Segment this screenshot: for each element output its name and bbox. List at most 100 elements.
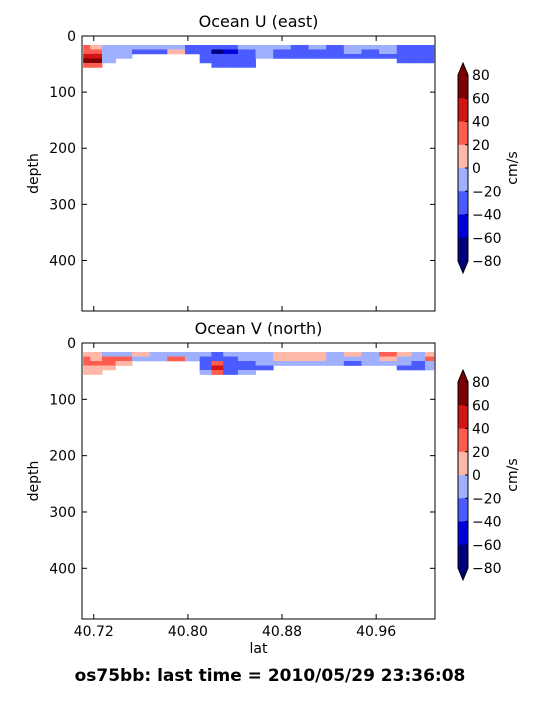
y-tick-label: 300	[49, 197, 76, 213]
data-cell	[361, 361, 380, 366]
data-cell	[102, 356, 116, 362]
colorbar-tick-label: 20	[472, 138, 490, 154]
data-cell	[199, 44, 212, 50]
data-cell	[396, 53, 412, 59]
data-cell	[102, 44, 116, 50]
colorbar-label-1: cm/s	[505, 151, 521, 184]
data-cell	[167, 356, 186, 362]
data-cell	[90, 49, 103, 55]
data-cell	[255, 44, 274, 50]
colorbar-segment	[458, 405, 468, 429]
data-cell	[379, 352, 398, 357]
plot-area-2	[82, 343, 435, 619]
data-cell	[102, 53, 116, 59]
data-cell	[237, 49, 256, 55]
data-cell	[308, 356, 327, 362]
x-axis-label: lat	[250, 641, 268, 657]
data-cell	[290, 356, 309, 362]
data-cell	[90, 356, 103, 362]
data-cell	[411, 356, 426, 362]
colorbar-tick-label: 40	[472, 422, 490, 438]
colorbar-min-extend	[458, 261, 468, 273]
data-cell	[379, 49, 398, 55]
data-cell	[83, 370, 91, 375]
data-cell	[211, 356, 224, 362]
data-cell	[326, 361, 345, 366]
data-cell	[290, 361, 309, 366]
data-cell	[83, 365, 91, 371]
data-cell	[361, 356, 380, 362]
data-cell	[149, 352, 168, 357]
data-cell	[211, 370, 224, 375]
colorbar-tick-label: 80	[472, 68, 490, 84]
data-cell	[237, 58, 256, 64]
data-cell	[211, 62, 224, 68]
colorbar-tick-label: −80	[472, 254, 502, 270]
colorbar-segment	[458, 214, 468, 239]
data-cell	[396, 49, 412, 55]
data-cell	[102, 49, 116, 55]
data-cell	[411, 365, 426, 371]
data-cell	[211, 365, 224, 371]
data-cell	[425, 58, 435, 64]
data-cell	[290, 53, 309, 59]
y-tick-label: 200	[49, 449, 76, 465]
colorbar-segment	[458, 451, 468, 476]
figure-title: os75bb: last time = 2010/05/29 23:36:08	[74, 666, 466, 686]
data-cell	[132, 356, 151, 362]
data-cell	[115, 53, 133, 59]
data-cell	[223, 361, 239, 366]
data-cell	[255, 356, 274, 362]
data-cell	[115, 356, 133, 362]
y-axis-label-1: depth	[26, 153, 42, 194]
data-cell	[326, 49, 345, 55]
plot-area-1	[82, 36, 435, 311]
data-cell	[237, 53, 256, 59]
data-cell	[396, 44, 412, 50]
colorbar-tick-label: 0	[472, 161, 481, 177]
data-cell	[396, 361, 412, 366]
colorbar-tick-label: 0	[472, 468, 481, 484]
colorbar-segment	[458, 75, 468, 99]
y-tick-label: 100	[49, 392, 76, 408]
data-cell	[90, 365, 103, 371]
data-cell	[211, 361, 224, 366]
data-cell	[237, 356, 256, 362]
data-cell	[290, 44, 309, 50]
colorbar-segment	[458, 521, 468, 546]
data-cell	[199, 58, 212, 64]
data-cell	[90, 44, 103, 50]
data-cell	[115, 352, 133, 357]
x-tick-label: 40.96	[356, 624, 396, 640]
colorbar-segment	[458, 544, 468, 569]
data-cell	[223, 365, 239, 371]
data-cell	[83, 352, 91, 357]
y-tick-label: 100	[49, 85, 76, 101]
data-cell	[273, 44, 292, 50]
data-cell	[199, 53, 212, 59]
data-cell	[237, 361, 256, 366]
data-cell	[149, 44, 168, 50]
data-cell	[411, 53, 426, 59]
data-cell	[425, 361, 435, 366]
data-cell	[273, 352, 292, 357]
data-cell	[425, 365, 435, 371]
data-cell	[83, 356, 91, 362]
data-cell	[379, 356, 398, 362]
axes-frame-1	[81, 35, 436, 312]
colorbar-tick-label: 40	[472, 115, 490, 131]
data-cell	[308, 44, 327, 50]
data-cell	[379, 44, 398, 50]
data-cell	[343, 361, 362, 366]
data-cell	[308, 361, 327, 366]
data-cell	[361, 49, 380, 55]
data-cell	[199, 356, 212, 362]
data-cell	[425, 356, 435, 362]
data-cell	[237, 62, 256, 68]
data-cell	[184, 49, 201, 55]
panel-title-2: Ocean V (north)	[195, 319, 323, 338]
data-cell	[199, 361, 212, 366]
data-cell	[223, 58, 239, 64]
colorbar-segment	[458, 191, 468, 215]
data-cell	[237, 44, 256, 50]
